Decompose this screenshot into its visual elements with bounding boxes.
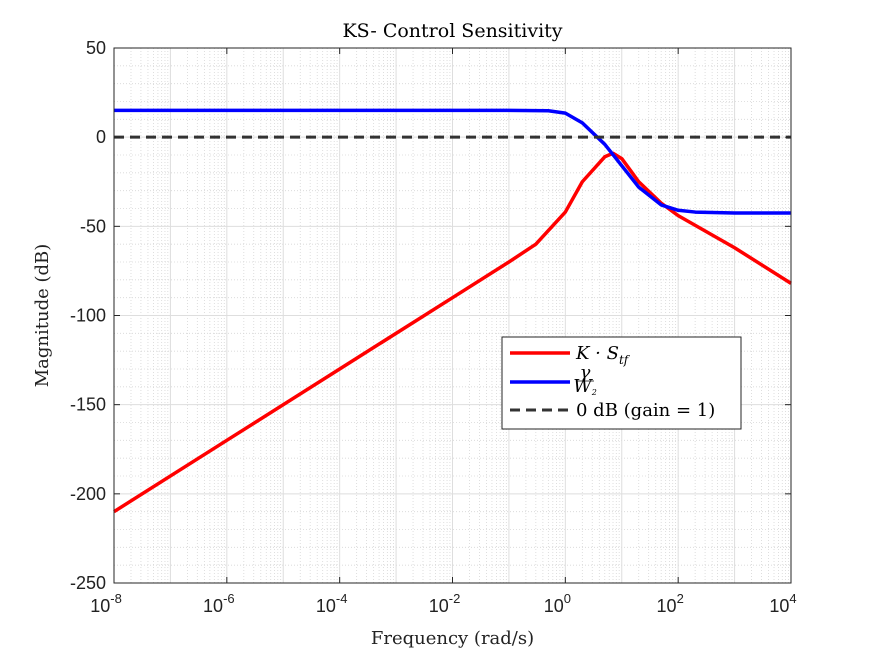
y-axis-label: Magnitude (dB) [32, 244, 53, 388]
legend-k-s-main: K · S [575, 343, 619, 364]
y-tick-label: 0 [96, 127, 106, 147]
legend-entry-k-s: K · Stf [575, 343, 631, 367]
x-tick-label: 10-8 [90, 591, 122, 616]
chart-title: KS- Control Sensitivity [342, 20, 562, 42]
y-tick-label: -150 [70, 395, 106, 415]
grid [113, 47, 792, 584]
legend: K · Stf γ W2 0 dB (gain = 1) [501, 336, 742, 430]
x-tick-label: 102 [657, 591, 684, 616]
legend-entry-gamma-w2: γ W2 [573, 362, 597, 397]
x-tick-label: 10-6 [203, 591, 235, 616]
axes: 10-8 10-6 10-4 10-2 100 102 104 50 0 -50 -100 -150 -… [70, 38, 797, 616]
legend-gamma-numerator: γ [580, 362, 591, 383]
x-tick-label: 100 [544, 591, 571, 616]
y-tick-label: -50 [80, 216, 106, 236]
x-axis-label: Frequency (rad/s) [371, 628, 534, 649]
y-tick-label: -100 [70, 306, 106, 326]
x-tick-label: 10-4 [316, 591, 348, 616]
y-tick-label: -250 [70, 573, 106, 593]
legend-w2-denominator: W2 [573, 376, 597, 397]
x-tick-label: 10-2 [429, 591, 461, 616]
y-tick-label: 50 [86, 38, 106, 58]
series-line-1 [114, 108, 791, 215]
series-lines [113, 108, 792, 514]
y-tick-label: -200 [70, 484, 106, 504]
legend-entry-zero-db: 0 dB (gain = 1) [576, 400, 715, 421]
x-tick-label: 104 [769, 591, 796, 616]
legend-k-s-sub: tf [619, 353, 631, 367]
